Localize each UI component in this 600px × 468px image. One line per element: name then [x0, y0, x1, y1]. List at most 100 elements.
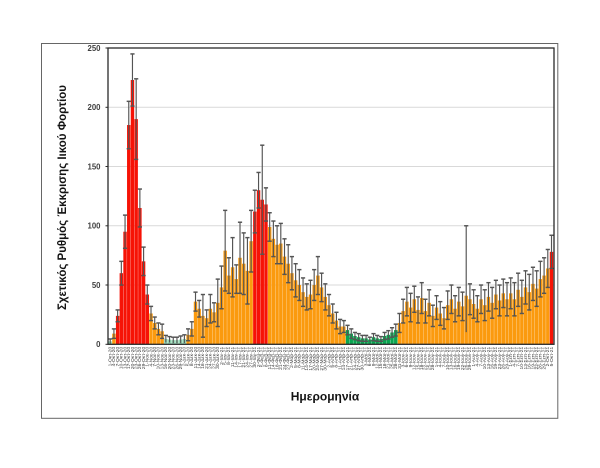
svg-text:10-Νοε-20: 10-Νοε-20	[156, 347, 162, 370]
svg-text:200: 200	[87, 103, 101, 112]
svg-text:18-Μαϊ-21: 18-Μαϊ-21	[382, 347, 388, 369]
svg-text:22-Σεπ-21: 22-Σεπ-21	[534, 347, 540, 370]
svg-text:8-Ιαν-21: 8-Ιαν-21	[226, 347, 232, 365]
svg-text:14-Απρ-21: 14-Απρ-21	[341, 347, 347, 371]
svg-text:13-Οκτ-20: 13-Οκτ-20	[122, 347, 128, 370]
svg-text:100: 100	[87, 222, 101, 231]
svg-text:5-Μαρ-21: 5-Μαρ-21	[293, 347, 299, 368]
svg-text:29-Αυγ-21: 29-Αυγ-21	[504, 347, 510, 370]
svg-text:11-Μαρ-21: 11-Μαρ-21	[300, 347, 306, 371]
svg-text:16-Αυγ-21: 16-Αυγ-21	[489, 347, 495, 370]
svg-text:5-Δεκ-20: 5-Δεκ-20	[185, 347, 191, 367]
svg-text:1-Οκτ-20: 1-Οκτ-20	[108, 347, 114, 367]
svg-text:26-Οκτ-20: 26-Οκτ-20	[137, 347, 143, 370]
svg-text:10-Οκτ-20: 10-Οκτ-20	[119, 347, 125, 370]
svg-text:26-Αυγ-21: 26-Αυγ-21	[501, 347, 507, 370]
svg-text:27-Φεβ-21: 27-Φεβ-21	[286, 347, 292, 370]
svg-text:14-Μαρ-21: 14-Μαρ-21	[304, 347, 310, 371]
svg-text:18-Δεκ-20: 18-Δεκ-20	[200, 347, 206, 369]
svg-text:16-Ιουλ-21: 16-Ιουλ-21	[452, 347, 458, 371]
svg-text:23-Αυγ-21: 23-Αυγ-21	[497, 347, 503, 370]
svg-text:27-Απρ-21: 27-Απρ-21	[356, 347, 362, 371]
svg-text:13-Σεπ-21: 13-Σεπ-21	[523, 347, 529, 370]
svg-text:19-Αυγ-21: 19-Αυγ-21	[493, 347, 499, 370]
svg-text:27-Δεκ-20: 27-Δεκ-20	[211, 347, 217, 369]
svg-text:1-Σεπ-21: 1-Σεπ-21	[508, 347, 514, 367]
svg-text:17-Απρ-21: 17-Απρ-21	[345, 347, 351, 371]
svg-text:250: 250	[87, 44, 101, 53]
svg-text:17-Μαρ-21: 17-Μαρ-21	[308, 347, 314, 371]
svg-text:11-Δεκ-20: 11-Δεκ-20	[193, 347, 199, 369]
svg-text:150: 150	[87, 162, 101, 171]
svg-text:13-Ιουλ-21: 13-Ιουλ-21	[449, 347, 455, 371]
svg-text:26-Νοε-20: 26-Νοε-20	[174, 347, 180, 370]
svg-text:24-Δεκ-20: 24-Δεκ-20	[208, 347, 214, 369]
svg-text:7-Σεπ-21: 7-Σεπ-21	[515, 347, 521, 367]
svg-text:11-Απρ-21: 11-Απρ-21	[337, 347, 343, 370]
svg-text:17-Ιαν-21: 17-Ιαν-21	[237, 347, 243, 368]
svg-text:2-Μαρ-21: 2-Μαρ-21	[289, 347, 295, 368]
svg-text:4-Αυγ-21: 4-Αυγ-21	[475, 347, 481, 367]
svg-text:20-Νοε-20: 20-Νοε-20	[167, 347, 173, 370]
svg-text:29-Νοε-20: 29-Νοε-20	[178, 347, 184, 370]
svg-text:29-Οκτ-20: 29-Οκτ-20	[141, 347, 147, 370]
svg-text:24-Απρ-21: 24-Απρ-21	[352, 347, 358, 371]
svg-text:16-Σεπ-21: 16-Σεπ-21	[527, 347, 533, 370]
svg-text:12-Μαϊ-21: 12-Μαϊ-21	[375, 347, 381, 369]
svg-text:20-Μαρ-21: 20-Μαρ-21	[311, 347, 317, 371]
svg-text:10-Αυγ-21: 10-Αυγ-21	[482, 347, 488, 370]
svg-text:26-Ιουλ-21: 26-Ιουλ-21	[464, 347, 470, 371]
svg-text:5-Απρ-21: 5-Απρ-21	[330, 347, 336, 368]
svg-text:2-Ιαν-21: 2-Ιαν-21	[219, 347, 225, 365]
svg-text:18-Ιουν-21: 18-Ιουν-21	[419, 347, 425, 371]
svg-text:7-Ιουλ-21: 7-Ιουλ-21	[441, 347, 447, 368]
svg-text:5-Φεβ-21: 5-Φεβ-21	[260, 347, 266, 368]
svg-text:13-Νοε-20: 13-Νοε-20	[159, 347, 165, 370]
svg-text:29-Σεπ-21: 29-Σεπ-21	[541, 347, 547, 370]
svg-text:21-Μαϊ-21: 21-Μαϊ-21	[386, 347, 392, 369]
svg-text:19-Ιουλ-21: 19-Ιουλ-21	[456, 347, 462, 371]
svg-text:25-Μαϊ-21: 25-Μαϊ-21	[389, 347, 395, 369]
svg-text:30-Ιαν-21: 30-Ιαν-21	[252, 347, 258, 368]
svg-text:17-Οκτ-20: 17-Οκτ-20	[126, 347, 132, 370]
svg-text:1-Νοε-20: 1-Νοε-20	[145, 347, 151, 367]
svg-text:8-Φεβ-21: 8-Φεβ-21	[263, 347, 269, 368]
svg-text:6-Ιουν-21: 6-Ιουν-21	[404, 347, 410, 368]
svg-text:24-Ιαν-21: 24-Ιαν-21	[245, 347, 251, 368]
svg-text:Ημερομηνία: Ημερομηνία	[291, 390, 360, 404]
svg-text:23-Νοε-20: 23-Νοε-20	[171, 347, 177, 370]
svg-text:21-Ιαν-21: 21-Ιαν-21	[241, 347, 247, 368]
svg-text:21-Απρ-21: 21-Απρ-21	[349, 347, 355, 371]
svg-text:1-Αυγ-21: 1-Αυγ-21	[471, 347, 477, 367]
svg-text:22-Ιουλ-21: 22-Ιουλ-21	[460, 347, 466, 371]
svg-text:1-Ιουλ-21: 1-Ιουλ-21	[434, 347, 440, 368]
svg-text:27-Ιαν-21: 27-Ιαν-21	[248, 347, 254, 368]
svg-text:2-Φεβ-21: 2-Φεβ-21	[256, 347, 262, 368]
svg-text:30-Απρ-21: 30-Απρ-21	[360, 347, 366, 371]
svg-text:20-Οκτ-20: 20-Οκτ-20	[130, 347, 136, 370]
svg-text:6-Μαϊ-21: 6-Μαϊ-21	[367, 347, 373, 367]
svg-text:27-Μαρ-21: 27-Μαρ-21	[319, 347, 325, 371]
svg-text:19-Σεπ-21: 19-Σεπ-21	[530, 347, 536, 370]
svg-text:26-Σεπ-21: 26-Σεπ-21	[538, 347, 544, 370]
svg-text:3-Μαϊ-21: 3-Μαϊ-21	[363, 347, 369, 367]
svg-text:16-Νοε-20: 16-Νοε-20	[163, 347, 169, 370]
svg-text:4-Σεπ-21: 4-Σεπ-21	[512, 347, 518, 367]
svg-text:13-Αυγ-21: 13-Αυγ-21	[486, 347, 492, 370]
svg-text:11-Ιαν-21: 11-Ιαν-21	[230, 347, 236, 368]
svg-text:4-Ιουλ-21: 4-Ιουλ-21	[438, 347, 444, 368]
svg-text:2-Οκτ-21: 2-Οκτ-21	[545, 347, 551, 367]
svg-text:21-Φεβ-21: 21-Φεβ-21	[278, 347, 284, 370]
svg-text:28-Ιουν-21: 28-Ιουν-21	[430, 347, 436, 371]
svg-text:5-Ιαν-21: 5-Ιαν-21	[222, 347, 228, 365]
svg-text:14-Ιαν-21: 14-Ιαν-21	[234, 347, 240, 368]
svg-text:23-Οκτ-20: 23-Οκτ-20	[133, 347, 139, 370]
svg-text:3-Ιουν-21: 3-Ιουν-21	[400, 347, 406, 368]
svg-text:7-Νοε-20: 7-Νοε-20	[152, 347, 158, 367]
svg-text:30-Μαρ-21: 30-Μαρ-21	[323, 347, 329, 371]
svg-text:4-Νοε-20: 4-Νοε-20	[148, 347, 154, 367]
svg-text:8-Απρ-21: 8-Απρ-21	[334, 347, 340, 368]
svg-text:15-Ιουν-21: 15-Ιουν-21	[415, 347, 421, 371]
svg-text:14-Δεκ-20: 14-Δεκ-20	[197, 347, 203, 369]
svg-text:9-Μαϊ-21: 9-Μαϊ-21	[371, 347, 377, 367]
